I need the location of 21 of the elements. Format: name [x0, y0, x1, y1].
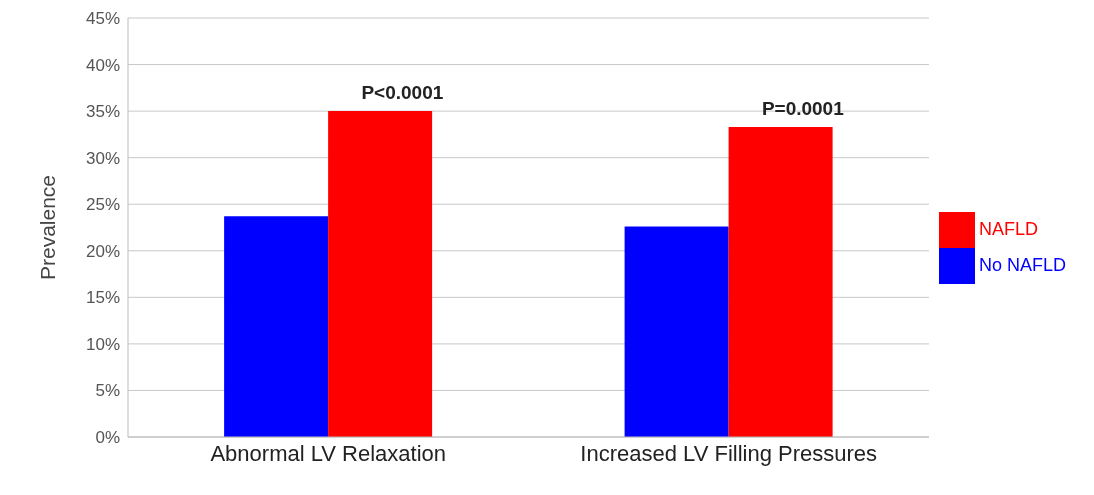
legend-label: No NAFLD [978, 254, 1066, 275]
legend-label: NAFLD [978, 218, 1038, 239]
y-tick-label: 10% [85, 334, 120, 354]
y-tick-label: 0% [95, 428, 120, 448]
y-tick-label: 40% [85, 55, 120, 75]
x-tick-label: Increased LV Filling Pressures [580, 440, 878, 466]
y-tick-label: 20% [85, 241, 120, 261]
bar [224, 216, 329, 437]
bar [624, 226, 729, 437]
y-axis-title: Prevalence [36, 174, 60, 281]
y-tick-label: 35% [85, 102, 120, 122]
y-tick-label: 45% [85, 9, 120, 29]
bar [728, 126, 833, 437]
y-tick-label: 25% [85, 195, 120, 215]
bar [328, 111, 433, 437]
annotation: P<0.0001 [361, 82, 444, 104]
y-tick-label: 30% [85, 148, 120, 168]
x-tick-label: Abnormal LV Relaxation [210, 440, 447, 466]
annotation: P=0.0001 [761, 97, 845, 119]
y-tick-label: 5% [95, 381, 120, 401]
y-tick-label: 15% [85, 288, 120, 308]
